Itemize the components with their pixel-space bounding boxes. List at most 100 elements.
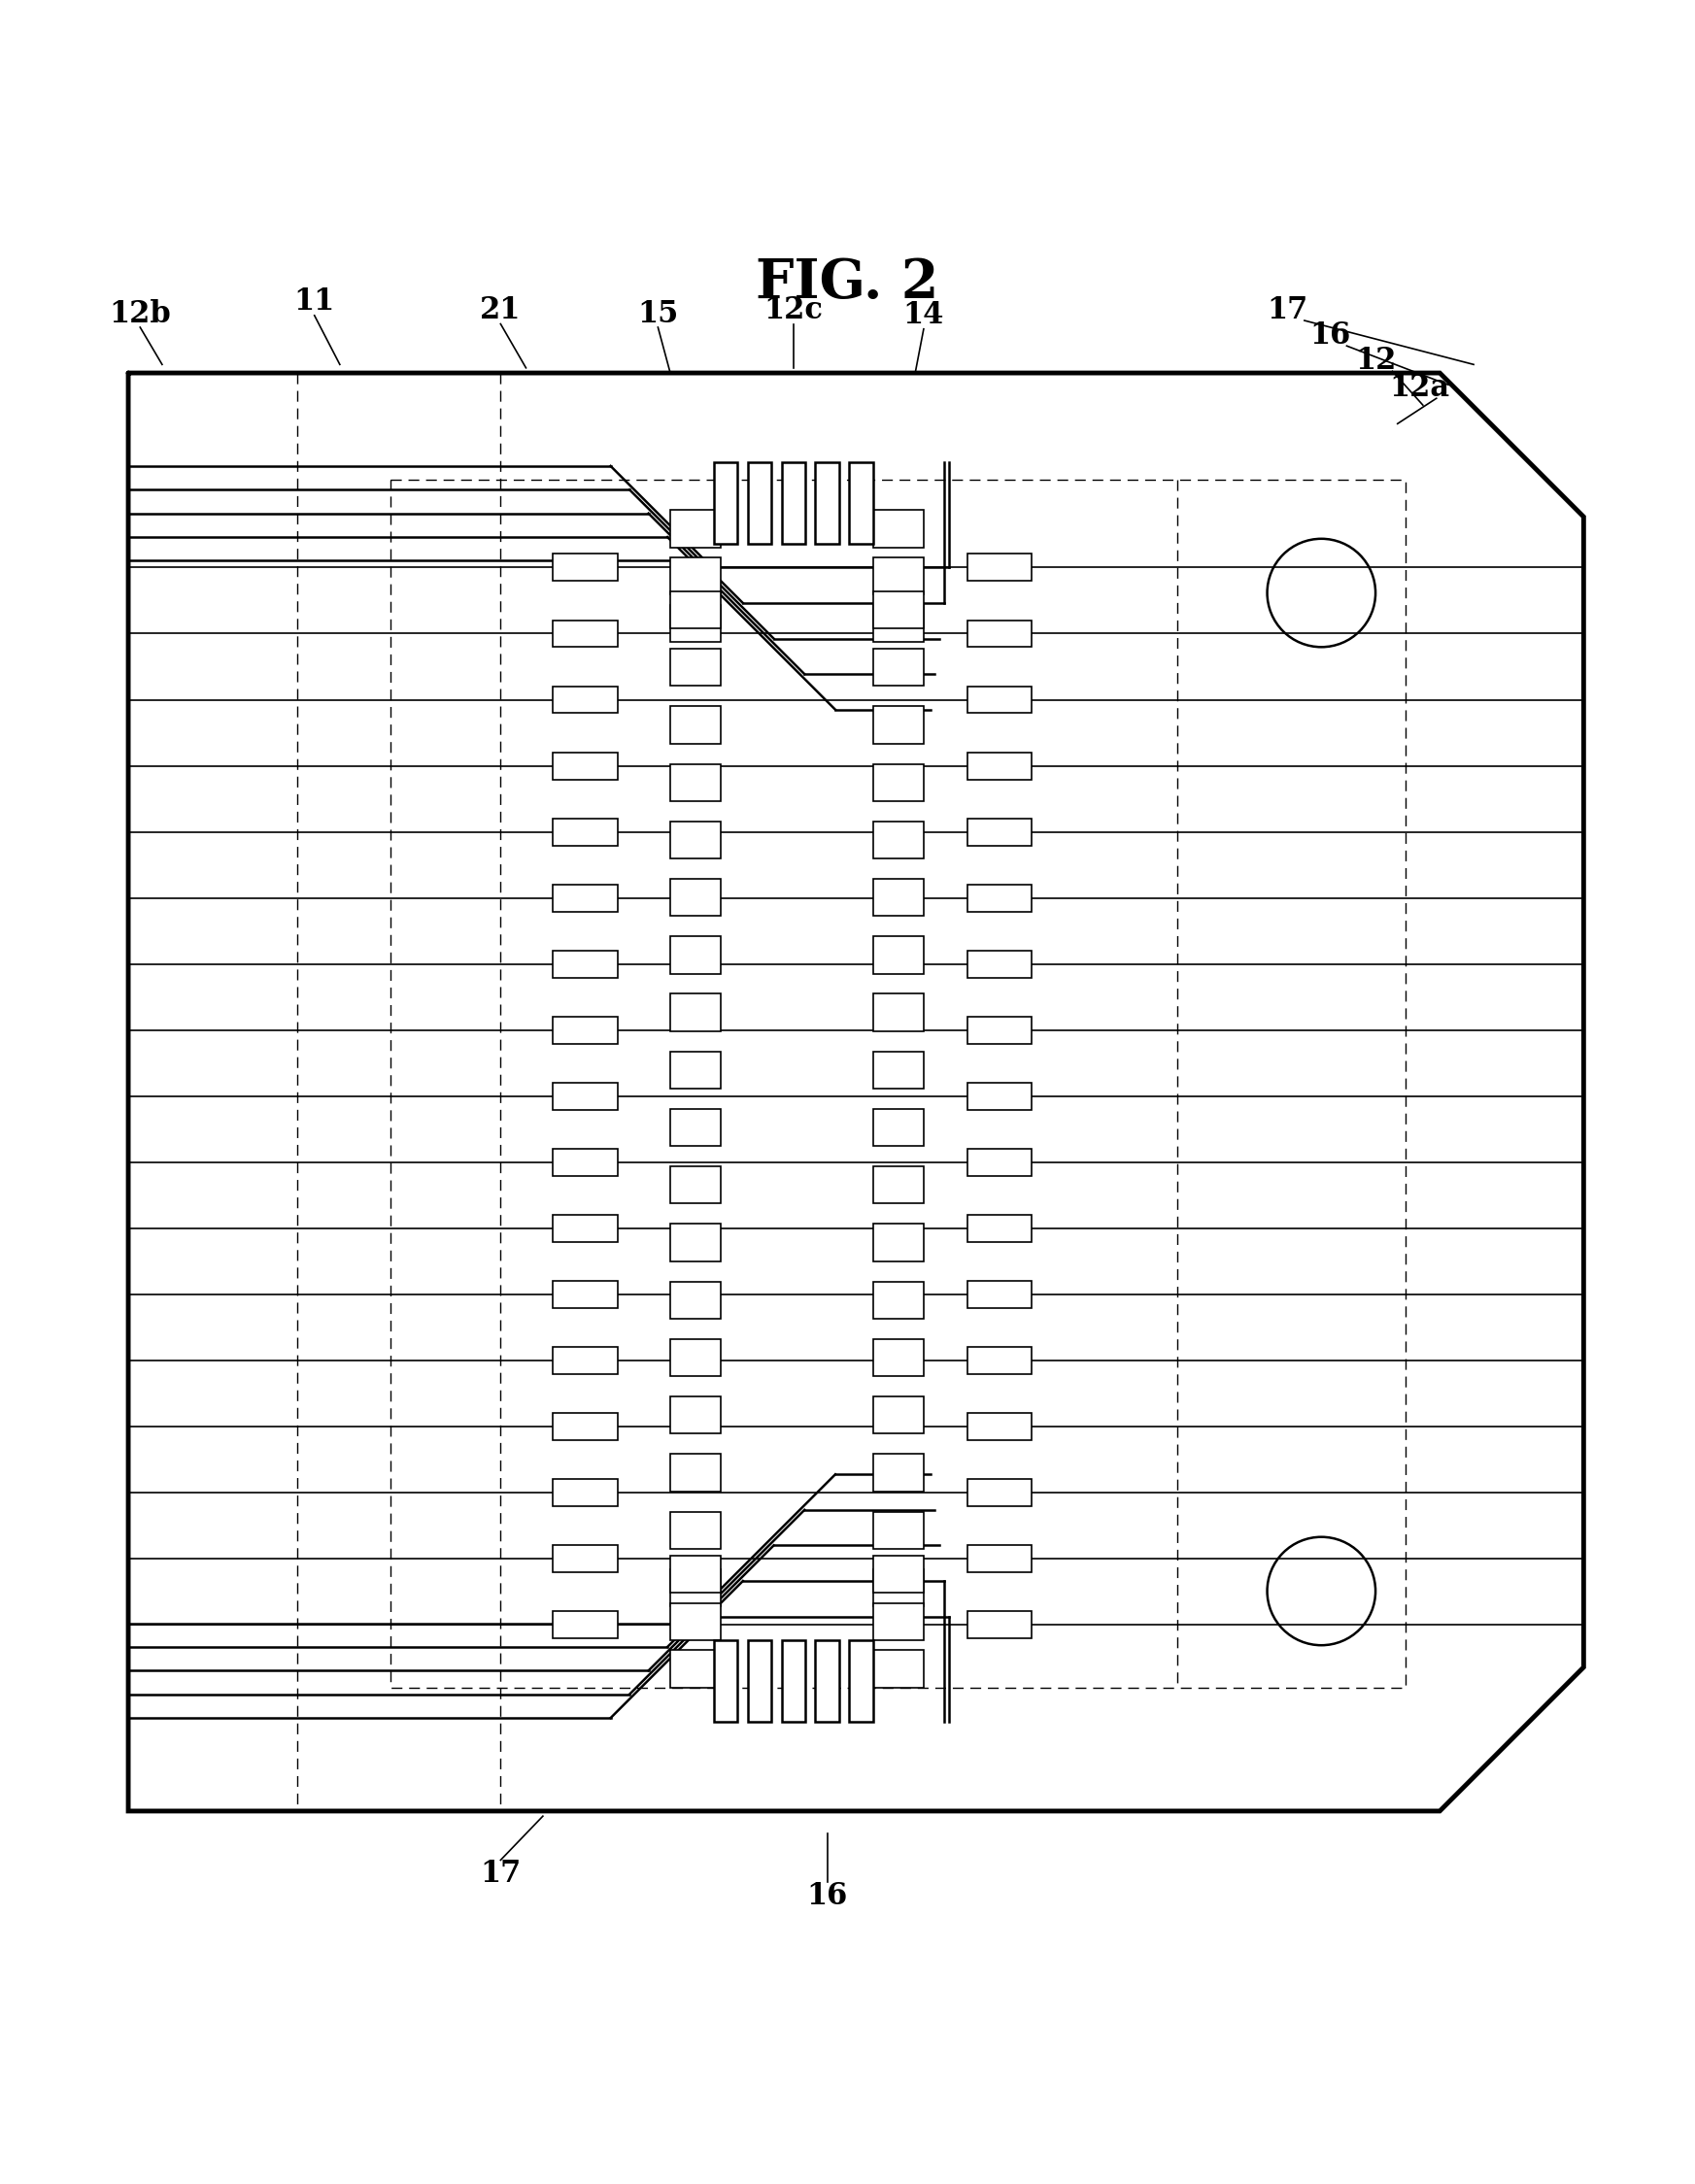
Bar [849,463,873,544]
Bar [670,1511,720,1548]
Bar [670,511,720,548]
Bar [873,1166,924,1203]
Bar [670,937,720,974]
Text: 12c: 12c [764,295,824,325]
Bar [747,1640,771,1721]
Bar [968,950,1032,978]
Bar [670,1555,720,1592]
Bar [968,751,1032,780]
Bar [968,1479,1032,1507]
Text: 16: 16 [1309,321,1351,352]
Bar [747,463,771,544]
Bar [873,649,924,686]
Bar [968,885,1032,911]
Bar [968,1546,1032,1572]
Bar [670,1568,720,1605]
Text: FIG. 2: FIG. 2 [756,256,939,310]
Bar [553,1016,617,1044]
Bar [968,1016,1032,1044]
Bar [553,1546,617,1572]
Bar [670,821,720,858]
Bar [849,1640,873,1721]
Bar [873,821,924,858]
Bar [781,463,805,544]
Bar [670,1455,720,1492]
Bar [873,605,924,642]
Bar [873,994,924,1031]
Bar [873,878,924,915]
Bar [873,1511,924,1548]
Bar [670,878,720,915]
Bar [968,1282,1032,1308]
Bar [714,463,737,544]
Bar [553,950,617,978]
Bar [553,1348,617,1374]
Bar [670,1396,720,1433]
Bar [670,592,720,629]
Text: 17: 17 [480,1859,520,1889]
Bar [968,819,1032,845]
Bar [815,1640,839,1721]
Text: 21: 21 [480,295,520,325]
Bar [553,1282,617,1308]
Bar [553,555,617,581]
Text: 15: 15 [637,299,678,330]
Bar [553,686,617,714]
Bar [873,1603,924,1640]
Bar [553,1214,617,1243]
Bar [873,1339,924,1376]
Bar [873,1568,924,1605]
Bar [968,1214,1032,1243]
Bar [968,1348,1032,1374]
Bar [968,1413,1032,1439]
Bar [670,649,720,686]
Bar [553,819,617,845]
Bar [553,1479,617,1507]
Bar [873,1282,924,1319]
Bar [670,605,720,642]
Bar [968,1612,1032,1638]
Bar [553,1612,617,1638]
Text: 11: 11 [293,286,336,317]
Bar [553,1083,617,1109]
Bar [553,1413,617,1439]
Bar [968,686,1032,714]
Text: 14: 14 [903,301,944,330]
Bar [873,1396,924,1433]
Bar [815,463,839,544]
Bar [873,511,924,548]
Bar [873,764,924,802]
Bar [670,1051,720,1088]
Text: 12: 12 [1354,345,1397,376]
Bar [873,1051,924,1088]
Bar [873,1109,924,1147]
Bar [873,1455,924,1492]
Bar [670,557,720,594]
Text: 17: 17 [1266,295,1309,325]
Bar [670,705,720,743]
Bar [670,994,720,1031]
Bar [553,885,617,911]
Bar [670,1603,720,1640]
Bar [968,555,1032,581]
Bar [670,1166,720,1203]
Bar [968,1083,1032,1109]
Bar [873,1555,924,1592]
Bar [968,620,1032,646]
Bar [714,1640,737,1721]
Text: 12a: 12a [1390,373,1449,404]
Bar [873,592,924,629]
Bar [873,937,924,974]
Bar [670,764,720,802]
Bar [553,751,617,780]
Bar [553,1149,617,1175]
Bar [873,1223,924,1260]
Bar [670,1282,720,1319]
Text: 12b: 12b [108,299,171,330]
Bar [553,620,617,646]
Text: 16: 16 [807,1880,848,1911]
Bar [670,1109,720,1147]
Bar [781,1640,805,1721]
Bar [670,1223,720,1260]
Bar [968,1149,1032,1175]
